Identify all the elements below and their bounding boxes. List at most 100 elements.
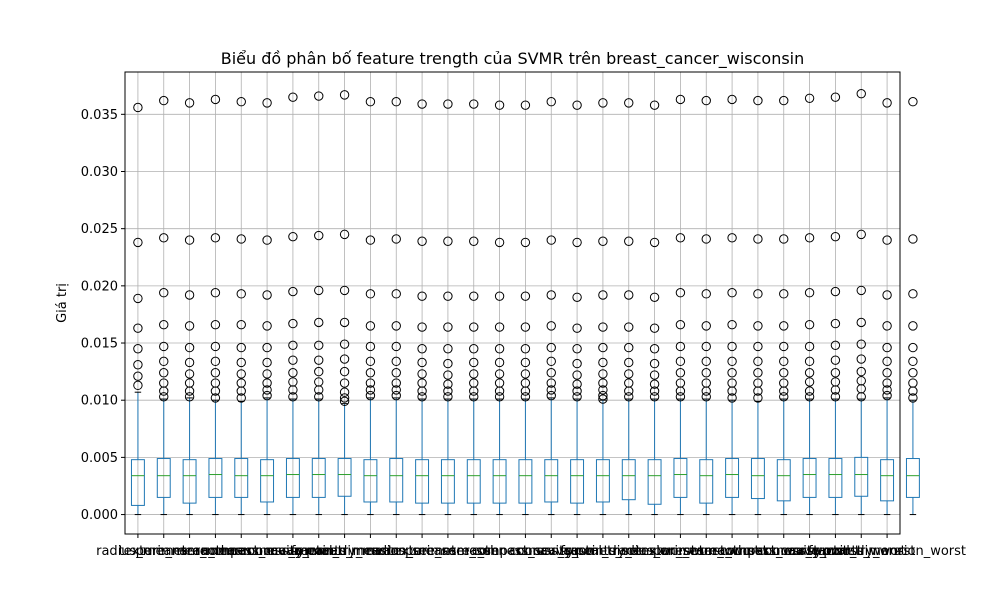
outlier-point (649, 344, 660, 354)
outlier-point (624, 392, 634, 402)
outlier-point (443, 236, 453, 246)
outlier-point (908, 393, 918, 403)
box-group (208, 94, 223, 516)
x-tick-label: texture_mean (119, 544, 209, 559)
outlier-point (598, 236, 608, 246)
outlier-point (236, 357, 246, 368)
outlier-point (675, 368, 686, 378)
outlier-point (882, 385, 892, 395)
outlier-point (262, 321, 272, 331)
box-group (415, 99, 430, 516)
box-group (647, 100, 662, 516)
outlier-point (804, 288, 815, 298)
outlier-point (288, 92, 298, 102)
outlier-point (908, 321, 918, 331)
outlier-point (572, 370, 582, 380)
outlier-point (779, 95, 789, 106)
outlier-point (856, 317, 866, 328)
box-group (854, 89, 869, 516)
x-tick-label: area_se (449, 544, 499, 559)
outlier-point (753, 289, 763, 299)
outlier-point (184, 235, 195, 245)
outlier-point (701, 234, 711, 244)
outlier-point (417, 392, 427, 402)
outlier-point (546, 290, 556, 300)
outlier-point (494, 378, 505, 388)
outlier-point (701, 341, 711, 352)
outlier-point (675, 356, 686, 367)
outlier-point (856, 366, 866, 377)
outlier-point (546, 235, 556, 245)
outlier-point (417, 99, 427, 109)
outlier-point (856, 229, 866, 240)
outlier-point (417, 369, 427, 379)
x-tick-label: smoothness_worst (698, 544, 819, 559)
box-group (621, 98, 636, 516)
outlier-point (779, 392, 789, 402)
y-tick-label: 0.010 (81, 394, 118, 409)
x-tick-label: radius_se (366, 544, 427, 559)
box-iqr (699, 459, 714, 504)
outlier-point (753, 234, 763, 244)
y-tick-label: 0.015 (81, 337, 118, 352)
outlier-point (753, 368, 763, 378)
outlier-point (314, 91, 324, 101)
outlier-point (908, 378, 918, 388)
outlier-point (314, 340, 324, 351)
box-iqr (492, 459, 507, 504)
outlier-point (882, 98, 892, 108)
box-series (130, 89, 920, 516)
y-tick-label: 0.035 (81, 108, 118, 123)
outlier-point (779, 368, 789, 378)
outlier-point (882, 368, 892, 378)
outlier-point (727, 341, 737, 352)
x-tick-label: concave points_mean (248, 544, 390, 559)
outlier-point (417, 344, 427, 354)
outlier-point (546, 321, 556, 331)
box-iqr (880, 459, 895, 502)
box-iqr (570, 459, 585, 504)
outlier-point (262, 290, 272, 300)
outlier-point (210, 233, 221, 243)
outlier-point (159, 356, 169, 367)
outlier-point (882, 290, 892, 300)
outlier-point (727, 378, 737, 388)
outlier-point (288, 318, 298, 329)
outlier-point (494, 344, 505, 354)
outlier-point (546, 385, 556, 395)
box-group (802, 93, 817, 516)
outlier-point (288, 286, 298, 297)
outlier-point (469, 378, 479, 388)
outlier-point (675, 320, 686, 330)
outlier-point (520, 369, 531, 379)
outlier-point (159, 233, 169, 243)
outlier-point (133, 371, 143, 381)
outlier-point (365, 289, 376, 299)
outlier-point (417, 357, 427, 368)
outlier-point (443, 99, 453, 109)
outlier-point (443, 344, 453, 354)
outlier-point (365, 341, 376, 352)
box-group (337, 90, 352, 516)
outlier-point (288, 368, 298, 378)
outlier-point (159, 341, 169, 352)
box-group (182, 98, 197, 516)
box-iqr (725, 458, 740, 498)
x-tick-label: symmetry_se (559, 544, 646, 559)
outlier-point (391, 385, 401, 395)
outlier-point (572, 100, 582, 110)
outlier-point (262, 235, 272, 245)
outlier-point (520, 237, 531, 248)
outlier-point (443, 370, 453, 380)
outlier-point (469, 357, 479, 368)
outlier-point (339, 90, 350, 100)
outlier-point (262, 390, 272, 401)
x-tick-label: smoothness_mean (180, 544, 302, 559)
outlier-point (210, 378, 221, 388)
box-group (880, 98, 895, 516)
x-tick-label: radius_worst (613, 544, 696, 559)
box-iqr (905, 458, 920, 498)
outlier-point (830, 368, 841, 378)
outlier-point (365, 321, 376, 331)
outlier-point (314, 377, 324, 387)
